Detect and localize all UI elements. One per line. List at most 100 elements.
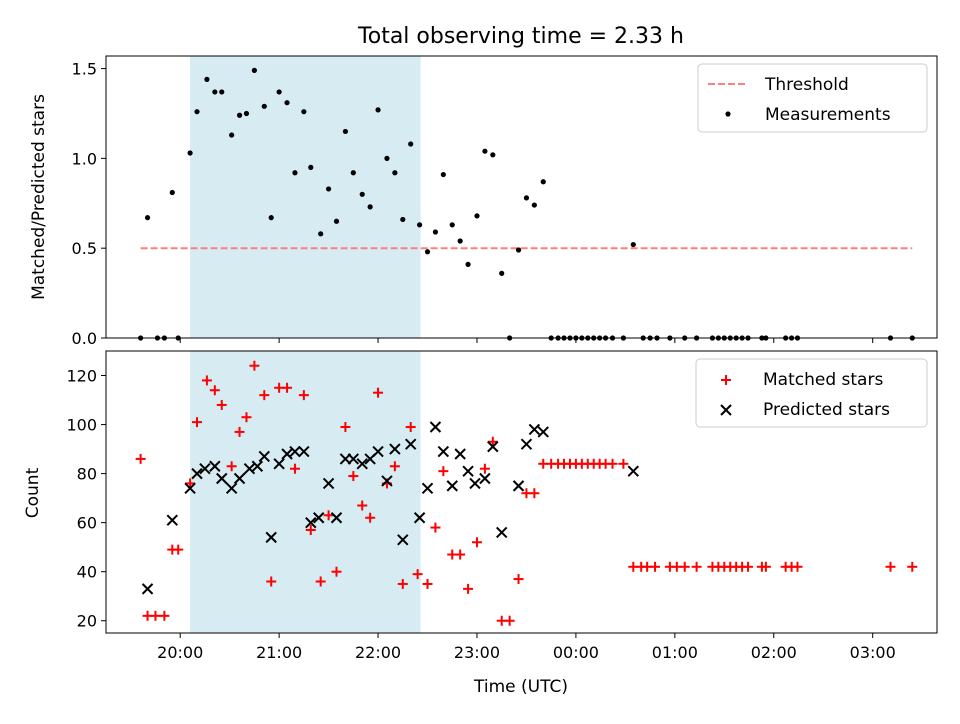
predicted-star-point bbox=[322, 477, 335, 490]
predicted-legend-label: Predicted stars bbox=[763, 400, 890, 420]
predicted-star-point bbox=[166, 514, 178, 526]
predicted-star-point bbox=[512, 480, 525, 492]
matched-star-point bbox=[479, 463, 490, 474]
measurements-legend-label: Measurements bbox=[765, 105, 891, 125]
matched-star-point bbox=[513, 574, 524, 585]
predicted-star-point bbox=[265, 531, 277, 544]
matched-star-point bbox=[397, 578, 408, 589]
matched-star-point bbox=[389, 461, 400, 472]
measurement-point bbox=[440, 171, 446, 178]
matched-star-point bbox=[150, 610, 161, 621]
predicted-star-point bbox=[537, 426, 549, 438]
matched-star-point bbox=[365, 512, 376, 523]
measurement-point bbox=[408, 141, 414, 147]
bottom-legend: Matched stars Predicted stars bbox=[695, 358, 928, 428]
matched-star-point bbox=[463, 583, 474, 594]
matched-star-point bbox=[348, 471, 359, 482]
predicted-star-point bbox=[469, 477, 481, 490]
matched-star-point bbox=[650, 561, 661, 572]
measurement-point bbox=[515, 247, 522, 253]
top-y-tick-label: 1.0 bbox=[72, 149, 97, 168]
measurement-point bbox=[523, 195, 530, 201]
matched-star-point bbox=[266, 576, 277, 587]
bottom-y-tick-label: 60 bbox=[77, 514, 97, 533]
measurement-point bbox=[375, 107, 381, 113]
measurement-point bbox=[308, 164, 314, 170]
matched-star-point bbox=[412, 569, 423, 580]
predicted-star-point bbox=[233, 472, 246, 485]
matched-star-point bbox=[487, 436, 498, 447]
predicted-star-point bbox=[258, 450, 270, 463]
bottom-panel: 20 40 60 80 100 120 20:00 21:00 22:00 23:00 00:00 0… bbox=[66, 350, 938, 662]
x-tick-label: 00:00 bbox=[553, 643, 599, 662]
predicted-star-point bbox=[372, 445, 384, 458]
predicted-star-point bbox=[243, 462, 256, 475]
threshold-legend-label: Threshold bbox=[764, 75, 849, 95]
matched-star-point bbox=[259, 390, 270, 401]
x-tick-label: 03:00 bbox=[850, 643, 896, 662]
measurement-point bbox=[392, 170, 398, 176]
bottom-plot-frame bbox=[105, 350, 938, 634]
predicted-star-point bbox=[413, 512, 426, 524]
x-tick-label: 02:00 bbox=[751, 643, 797, 662]
predicted-star-point bbox=[209, 460, 221, 472]
matched-star-point bbox=[422, 578, 433, 589]
top-plot-frame bbox=[105, 55, 938, 339]
measurement-point bbox=[367, 204, 373, 210]
x-tick-label: 22:00 bbox=[355, 643, 401, 662]
measurement-point bbox=[325, 186, 332, 192]
measurement-point bbox=[194, 109, 200, 115]
predicted-star-point bbox=[184, 482, 196, 495]
measurement-point bbox=[284, 100, 290, 106]
matched-star-point bbox=[607, 458, 618, 469]
measurement-point bbox=[187, 150, 193, 156]
predicted-star-point bbox=[298, 445, 310, 458]
measurement-point bbox=[540, 179, 546, 185]
measurement-point bbox=[424, 249, 431, 255]
measurement-point bbox=[333, 218, 340, 224]
measurement-point bbox=[531, 202, 537, 208]
x-axis-label: Time (UTC) bbox=[473, 677, 568, 697]
measurement-point bbox=[243, 110, 250, 117]
measurement-point bbox=[212, 89, 218, 95]
bottom-y-tick-label: 120 bbox=[66, 367, 97, 386]
predicted-star-point bbox=[528, 423, 541, 436]
predicted-star-point bbox=[429, 421, 442, 433]
matched-star-point bbox=[323, 510, 334, 521]
matched-star-point bbox=[159, 610, 170, 621]
predicted-star-point bbox=[520, 438, 533, 450]
matched-star-point bbox=[135, 453, 146, 464]
bottom-y-tick-label: 40 bbox=[77, 563, 97, 582]
predicted-star-point bbox=[289, 445, 301, 458]
predicted-star-point bbox=[462, 465, 474, 477]
predicted-star-point bbox=[330, 512, 343, 524]
measurements-legend-marker bbox=[725, 111, 731, 117]
predicted-star-point bbox=[191, 467, 203, 480]
measurement-point bbox=[236, 112, 243, 118]
matched-legend-label: Matched stars bbox=[763, 370, 883, 390]
matched-star-point bbox=[455, 549, 466, 560]
x-tick-label: 23:00 bbox=[454, 643, 500, 662]
matched-star-point bbox=[743, 561, 754, 572]
measurement-point bbox=[465, 261, 471, 267]
matched-star-point bbox=[885, 561, 896, 572]
x-tick-label: 21:00 bbox=[256, 643, 302, 662]
matched-star-point bbox=[691, 561, 702, 572]
predicted-star-point bbox=[487, 440, 499, 453]
matched-star-point bbox=[216, 399, 227, 410]
matched-star-point bbox=[185, 478, 196, 489]
top-legend: Threshold Measurements bbox=[697, 63, 928, 133]
measurement-point bbox=[630, 241, 636, 248]
measurement-point bbox=[400, 216, 406, 223]
predicted-star-point bbox=[312, 512, 325, 524]
measurement-point bbox=[251, 67, 257, 73]
predicted-star-point bbox=[251, 460, 264, 472]
measurement-point bbox=[292, 170, 298, 176]
matched-star-point bbox=[192, 417, 203, 428]
bottom-y-axis-label: Count bbox=[23, 467, 43, 518]
matched-star-point bbox=[282, 382, 293, 393]
measurement-point bbox=[432, 229, 439, 235]
matched-star-point bbox=[760, 561, 771, 572]
measurement-point bbox=[417, 222, 423, 228]
